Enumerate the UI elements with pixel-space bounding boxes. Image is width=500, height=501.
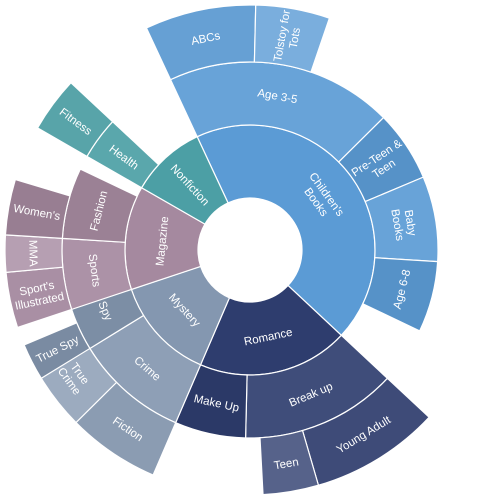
label-teen: Teen: [273, 456, 300, 472]
segment-teen[interactable]: [259, 429, 320, 496]
sunburst-segments: [4, 4, 439, 496]
segment-women-s[interactable]: [4, 178, 71, 240]
segment-age-6-8[interactable]: [362, 257, 439, 332]
segment-true-spy[interactable]: [23, 322, 91, 380]
segment-tolstoy-for-tots[interactable]: [253, 4, 331, 73]
label-abcs: ABCs: [190, 30, 221, 48]
label-magazine: Magazine: [154, 216, 171, 267]
label-mma: MMA: [26, 240, 38, 267]
label-sports: Sports: [86, 253, 102, 288]
label-baby-books: BabyBooks: [388, 206, 418, 242]
segment-fitness[interactable]: [36, 81, 114, 158]
